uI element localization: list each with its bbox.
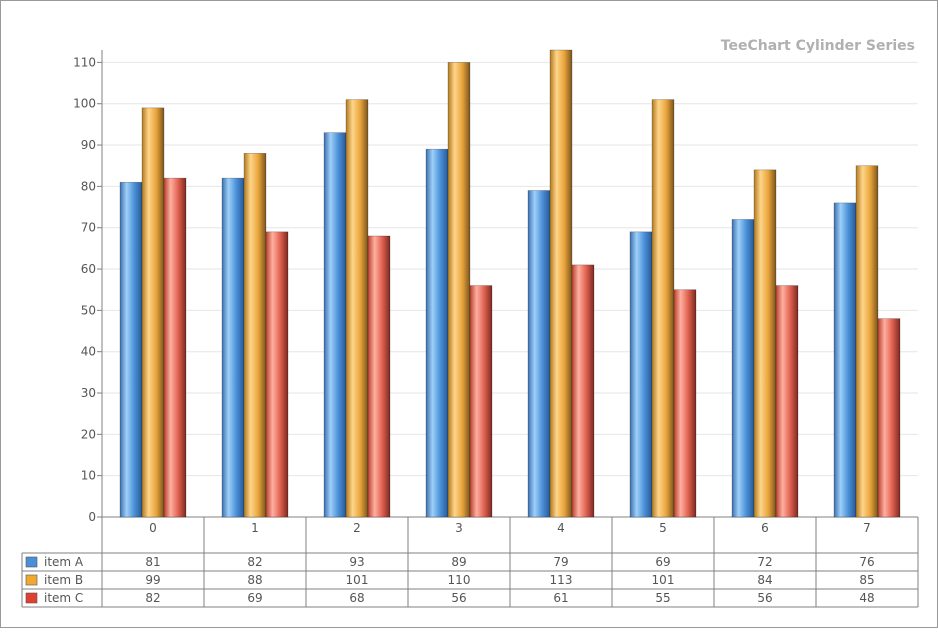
y-tick-label: 30 [81,386,96,400]
bar-item-c [469,285,493,518]
bar-item-b [447,62,471,518]
x-tick-label: 3 [455,521,463,535]
legend-label: item A [44,555,84,569]
x-tick-label: 7 [863,521,871,535]
table-cell-value: 113 [550,573,573,587]
bar-item-c [367,235,391,518]
table-cell-value: 68 [349,591,364,605]
table-cell-value: 101 [652,573,675,587]
table-cell-value: 76 [859,555,874,569]
bar-item-a [425,148,449,518]
x-tick-label: 6 [761,521,769,535]
legend-label: item C [44,591,83,605]
table-cell-value: 61 [553,591,568,605]
bar-item-b [141,107,165,518]
bar-item-c [571,264,595,518]
table-cell-value: 69 [655,555,670,569]
bar-item-b [855,165,879,518]
y-tick-label: 110 [73,55,96,69]
table-cell-value: 56 [757,591,772,605]
y-tick-label: 20 [81,427,96,441]
y-tick-label: 50 [81,303,96,317]
x-tick-label: 0 [149,521,157,535]
bar-item-b [549,49,573,518]
legend-marker-item-c [25,592,38,604]
bar-layer [119,49,901,518]
y-tick-label: 80 [81,179,96,193]
bar-item-c [877,318,901,518]
bar-item-c [775,285,799,518]
bar-item-a [119,181,143,518]
table-cell-value: 79 [553,555,568,569]
bar-item-b [345,99,369,518]
y-tick-label: 70 [81,221,96,235]
bar-item-a [833,202,857,518]
bar-item-a [323,132,347,518]
table-cell-value: 93 [349,555,364,569]
bar-item-c [265,231,289,518]
bar-item-a [221,177,245,518]
table-cell-value: 72 [757,555,772,569]
bar-item-a [629,231,653,518]
table-cell-value: 85 [859,573,874,587]
y-tick-label: 40 [81,345,96,359]
table-cell-value: 48 [859,591,874,605]
table-cell-value: 88 [247,573,262,587]
bar-item-c [673,289,697,518]
y-tick-label: 100 [73,97,96,111]
y-tick-label: 10 [81,469,96,483]
y-tick-label: 60 [81,262,96,276]
y-tick-label: 90 [81,138,96,152]
table-cell-value: 56 [451,591,466,605]
table-cell-value: 69 [247,591,262,605]
bar-item-a [527,190,551,518]
bar-item-b [651,99,675,518]
table-cell-value: 101 [346,573,369,587]
x-tick-label: 1 [251,521,259,535]
x-tick-label: 4 [557,521,565,535]
bar-item-c [163,177,187,518]
y-tick-label: 0 [88,510,96,524]
table-cell-value: 89 [451,555,466,569]
table-cell-value: 99 [145,573,160,587]
table-cell-value: 81 [145,555,160,569]
legend-marker-item-a [25,556,38,568]
x-tick-label: 2 [353,521,361,535]
bar-item-b [753,169,777,518]
table-cell-value: 110 [448,573,471,587]
chart-title: TeeChart Cylinder Series [721,38,915,54]
bar-item-a [731,219,755,518]
legend-marker-item-b [25,574,38,586]
x-tick-label: 5 [659,521,667,535]
table-cell-value: 84 [757,573,772,587]
bar-item-b [243,153,267,518]
table-cell-value: 82 [247,555,262,569]
table-cell-value: 82 [145,591,160,605]
table-cell-value: 55 [655,591,670,605]
legend-label: item B [44,573,83,587]
